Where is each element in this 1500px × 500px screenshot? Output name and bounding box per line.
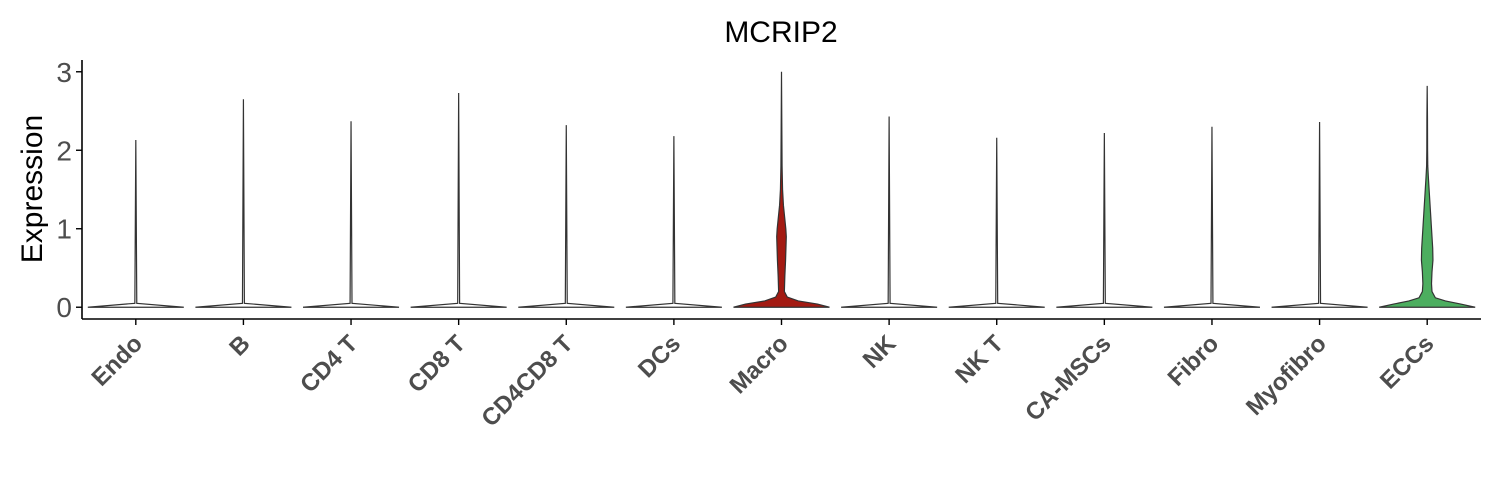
x-tick-label: ECCs xyxy=(1375,330,1439,394)
y-tick-label: 0 xyxy=(56,292,72,323)
violins-group xyxy=(87,71,1476,308)
violin-nk-t xyxy=(948,137,1045,308)
x-ticks-group: Endo B CD4 T CD8 T CD4CD8 T DCs Macro NK NK T CA-… xyxy=(87,319,1439,432)
violin-eccs xyxy=(1379,85,1476,308)
violin-cd4-t xyxy=(302,121,400,308)
violin-endo xyxy=(87,140,184,308)
y-tick-label: 1 xyxy=(56,214,72,245)
violin-cd8-t xyxy=(410,92,507,308)
x-tick-label: NK T xyxy=(950,330,1009,389)
x-tick-label: B xyxy=(224,330,255,361)
x-tick-label: Endo xyxy=(87,330,149,392)
x-tick-label: CA-MSCs xyxy=(1020,330,1116,426)
x-tick-label: NK xyxy=(858,330,902,374)
violin-ca-mscs xyxy=(1056,132,1153,308)
chart-title: MCRIP2 xyxy=(724,16,837,49)
y-axis-label: Expression xyxy=(16,115,49,263)
x-tick-label: Fibro xyxy=(1163,330,1225,392)
x-tick-label: CD4 T xyxy=(295,330,363,398)
x-tick-label: CD4CD8 T xyxy=(476,330,578,432)
violin-dcs xyxy=(625,136,722,308)
y-tick-label: 3 xyxy=(56,57,72,88)
violin-b xyxy=(195,99,292,308)
violin-fibro xyxy=(1163,126,1261,308)
x-tick-label: CD8 T xyxy=(403,330,471,398)
violin-nk xyxy=(841,116,938,308)
x-tick-label: Myofibro xyxy=(1241,330,1332,421)
violin-cd4cd8-t xyxy=(518,125,615,308)
violin-myofibro xyxy=(1271,121,1368,308)
x-tick-label: DCs xyxy=(633,330,686,383)
y-ticks-group: 0 1 2 3 xyxy=(56,57,82,323)
y-tick-label: 2 xyxy=(56,135,72,166)
x-tick-label: Macro xyxy=(725,330,794,399)
violin-macro xyxy=(733,71,830,308)
